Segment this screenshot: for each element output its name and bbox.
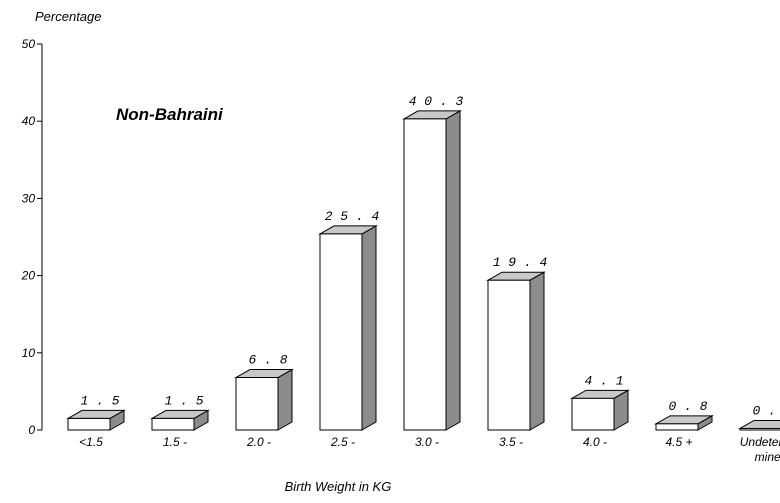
bar-value-label: 0 . 2 [752, 403, 780, 418]
bar-value-label: 4 . 1 [584, 373, 623, 388]
x-axis-title: Birth Weight in KG [285, 479, 392, 494]
x-category-label: 3.5 - [499, 435, 523, 449]
x-category-label: 4.5 + [665, 435, 692, 449]
bar-side-face [361, 225, 377, 431]
x-category-label: 4.0 - [583, 435, 607, 449]
bar-value-label: 1 . 5 [80, 393, 119, 408]
x-category-label: 1.5 - [163, 435, 187, 449]
bar-value-label: 2 5 . 4 [325, 209, 380, 224]
y-tick-label: 50 [22, 37, 36, 51]
y-tick-label: 20 [21, 269, 36, 283]
bar-front-face [151, 417, 195, 431]
bar-value-label: 0 . 8 [668, 399, 707, 414]
y-tick-label: 10 [22, 346, 36, 360]
bar-front-face [655, 423, 699, 431]
x-category-label: 2.0 - [246, 435, 271, 449]
bar-front-face [739, 427, 780, 431]
y-axis-title: Percentage [35, 9, 102, 24]
bar-value-label: 1 . 5 [164, 393, 203, 408]
bar-side-face [277, 368, 293, 431]
bar [150, 409, 210, 431]
x-category-label: mined [755, 450, 780, 464]
bar [486, 271, 546, 431]
bar [738, 419, 780, 431]
bar-top-face [738, 419, 780, 429]
bar-side-face [529, 271, 545, 431]
x-category-label: 3.0 - [415, 435, 439, 449]
bar [66, 409, 126, 431]
bar-value-label: 4 0 . 3 [409, 94, 464, 109]
y-tick-label: 0 [28, 423, 35, 437]
bar [570, 389, 630, 431]
bar-side-face [445, 110, 461, 431]
bar-front-face [403, 118, 447, 431]
bar-front-face [487, 279, 531, 431]
y-tick-label: 30 [22, 191, 36, 205]
chart-title: Non-Bahraini [116, 105, 224, 124]
bar-front-face [67, 417, 111, 431]
bar-value-label: 6 . 8 [248, 353, 287, 368]
bar [402, 110, 462, 431]
bar-front-face [571, 397, 615, 431]
bar [654, 414, 714, 431]
x-category-label: 2.5 - [330, 435, 355, 449]
x-category-label: <1.5 [79, 435, 103, 449]
bar-front-face [235, 377, 279, 431]
x-category-label: Undeter- [740, 435, 780, 449]
bar [234, 368, 294, 431]
bar-value-label: 1 9 . 4 [493, 255, 548, 270]
bar-front-face [319, 233, 363, 431]
bar [318, 225, 378, 431]
y-tick-label: 40 [22, 114, 36, 128]
